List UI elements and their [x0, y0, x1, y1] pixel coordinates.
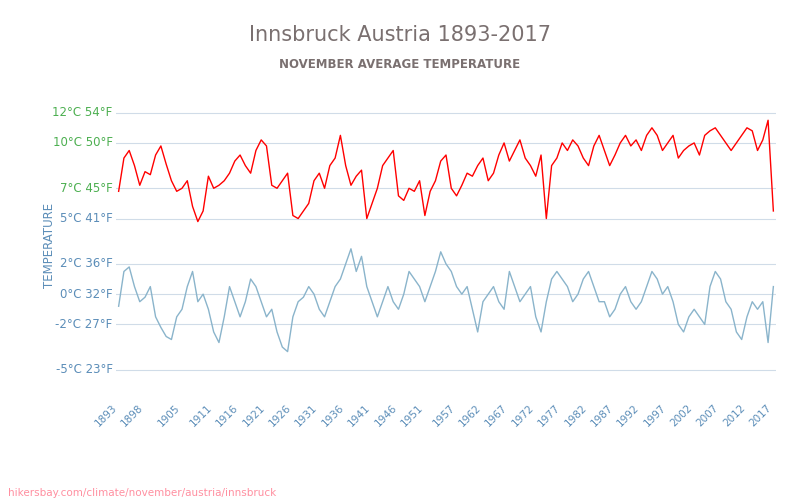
Text: TEMPERATURE: TEMPERATURE	[43, 202, 57, 288]
Text: hikersbay.com/climate/november/austria/innsbruck: hikersbay.com/climate/november/austria/i…	[8, 488, 276, 498]
Text: Innsbruck Austria 1893-2017: Innsbruck Austria 1893-2017	[249, 25, 551, 45]
Text: NOVEMBER AVERAGE TEMPERATURE: NOVEMBER AVERAGE TEMPERATURE	[279, 58, 521, 71]
Text: -2°C 27°F: -2°C 27°F	[55, 318, 113, 331]
Text: 12°C 54°F: 12°C 54°F	[53, 106, 113, 119]
Text: 0°C 32°F: 0°C 32°F	[60, 288, 113, 300]
Text: -5°C 23°F: -5°C 23°F	[56, 364, 113, 376]
Text: 5°C 41°F: 5°C 41°F	[60, 212, 113, 225]
Text: 2°C 36°F: 2°C 36°F	[60, 258, 113, 270]
Text: 10°C 50°F: 10°C 50°F	[53, 136, 113, 149]
Text: 7°C 45°F: 7°C 45°F	[60, 182, 113, 195]
